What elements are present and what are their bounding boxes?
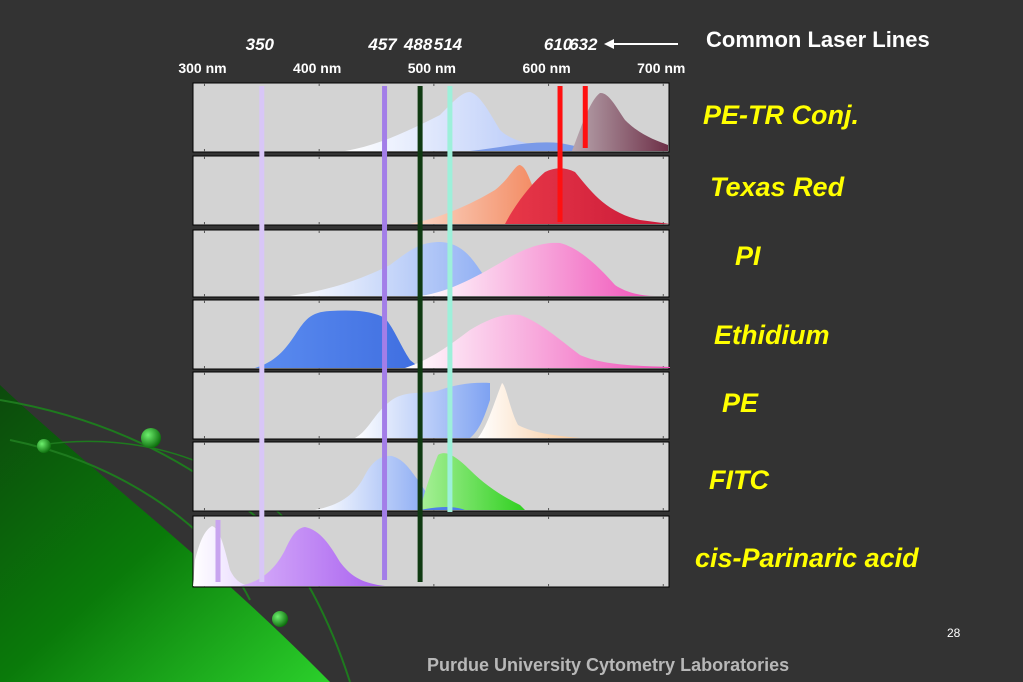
legend-title: Common Laser Lines bbox=[706, 27, 930, 52]
petr-emission-spectrum bbox=[572, 92, 668, 151]
petr-excitation-spectrum bbox=[345, 92, 560, 151]
dye-label: FITC bbox=[709, 465, 769, 495]
pi-excitation-spectrum bbox=[290, 242, 520, 296]
green-dot bbox=[37, 439, 51, 453]
cpa-excitation-spectrum bbox=[193, 526, 250, 586]
green-swoosh bbox=[0, 385, 330, 682]
fitc-emission-base bbox=[420, 507, 465, 510]
axis-tick-label: 700 nm bbox=[637, 60, 685, 76]
ethidium-excitation-spectrum bbox=[255, 310, 420, 368]
dye-label: PI bbox=[735, 241, 761, 271]
cpa-emission-spectrum bbox=[240, 527, 385, 586]
dye-label: cis-Parinaric acid bbox=[695, 543, 919, 573]
laser-label-632: 632 bbox=[569, 35, 598, 54]
laser-label-610: 610 bbox=[544, 35, 573, 54]
footer-text: Purdue University Cytometry Laboratories bbox=[427, 655, 790, 675]
axis-tick-label: 600 nm bbox=[522, 60, 570, 76]
laser-label-488: 488 bbox=[403, 35, 433, 54]
arrow-head-icon bbox=[604, 39, 614, 49]
green-dot bbox=[141, 428, 161, 448]
fitc-excitation-spectrum bbox=[315, 455, 440, 510]
fitc-emission-spectrum bbox=[420, 453, 525, 510]
laser-label-350: 350 bbox=[246, 35, 275, 54]
swoosh-curve bbox=[0, 399, 351, 682]
dye-label: PE bbox=[722, 388, 759, 418]
pi-emission-spectrum bbox=[420, 242, 655, 296]
ethidium-emission-spectrum bbox=[405, 314, 670, 368]
axis-tick-label: 500 nm bbox=[408, 60, 456, 76]
axis-tick-label: 300 nm bbox=[178, 60, 226, 76]
laser-label-514: 514 bbox=[434, 35, 463, 54]
dye-label: Ethidium bbox=[714, 320, 830, 350]
dye-label: PE-TR Conj. bbox=[703, 100, 859, 130]
texas-red-emission-spectrum bbox=[505, 168, 670, 224]
petr-excitation-tail bbox=[470, 142, 575, 151]
pe-emission-spectrum bbox=[478, 383, 580, 438]
green-dot bbox=[272, 611, 288, 627]
dye-label: Texas Red bbox=[710, 172, 845, 202]
axis-tick-label: 400 nm bbox=[293, 60, 341, 76]
laser-label-457: 457 bbox=[367, 35, 398, 54]
page-number: 28 bbox=[947, 626, 961, 640]
